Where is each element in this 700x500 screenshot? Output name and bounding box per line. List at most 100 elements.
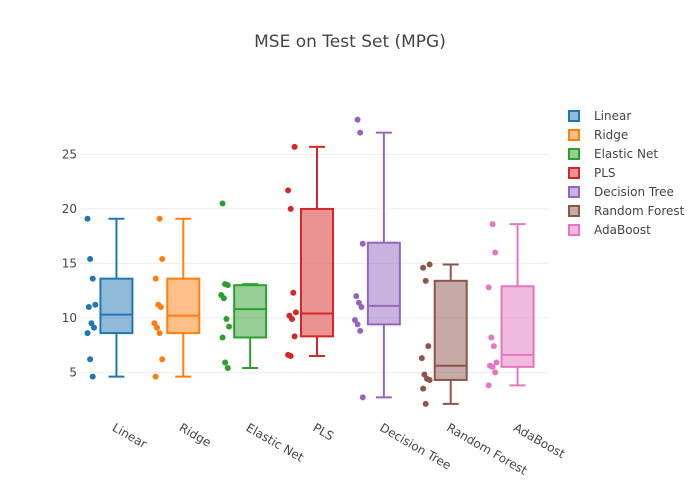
data-point — [290, 289, 297, 296]
data-point — [226, 323, 233, 330]
legend-item[interactable]: Linear — [568, 106, 684, 125]
legend-item[interactable]: AdaBoost — [568, 220, 684, 239]
box-3 — [300, 207, 334, 338]
data-point — [485, 382, 492, 389]
data-point — [159, 356, 166, 363]
data-point — [359, 240, 366, 247]
box-2 — [233, 284, 268, 339]
data-point — [156, 330, 163, 337]
data-point — [489, 363, 496, 370]
data-point — [489, 221, 496, 228]
data-point — [287, 205, 294, 212]
data-point — [92, 301, 99, 308]
y-tick-label: 20 — [62, 202, 77, 216]
legend-item[interactable]: Random Forest — [568, 201, 684, 220]
x-tick-label: Linear — [110, 420, 149, 451]
x-tick-label: PLS — [311, 420, 337, 443]
data-point — [354, 321, 361, 328]
data-point — [355, 299, 362, 306]
data-point — [289, 315, 295, 322]
data-point — [224, 364, 231, 371]
legend-item[interactable]: Elastic Net — [568, 144, 684, 163]
data-point — [358, 303, 365, 310]
data-point — [492, 369, 499, 376]
y-tick-label: 5 — [69, 365, 77, 379]
data-point — [292, 309, 299, 316]
data-point — [420, 385, 427, 392]
data-point — [351, 317, 358, 324]
data-point — [291, 333, 298, 340]
data-point — [420, 264, 427, 271]
data-point — [156, 215, 163, 222]
data-point — [159, 256, 166, 263]
data-point — [220, 295, 227, 302]
data-point — [422, 277, 429, 284]
data-point — [157, 303, 164, 310]
box-6 — [500, 285, 535, 368]
legend-item[interactable]: Ridge — [568, 125, 684, 144]
legend-label: Elastic Net — [594, 146, 659, 161]
box-0 — [99, 277, 134, 335]
data-point — [88, 320, 95, 327]
data-point — [85, 303, 92, 310]
data-point — [151, 320, 158, 327]
data-point — [425, 343, 432, 350]
legend-label: PLS — [594, 165, 616, 180]
legend-label: Decision Tree — [594, 184, 674, 199]
data-point — [354, 116, 361, 123]
box-4 — [366, 241, 401, 326]
data-point — [291, 143, 298, 150]
legend-label: Linear — [594, 108, 632, 123]
x-tick-label: Elastic Net — [244, 420, 307, 464]
legend-swatch — [568, 128, 580, 141]
data-point — [488, 334, 495, 341]
legend-label: Random Forest — [594, 203, 685, 218]
legend: Linear Ridge Elastic Net PLS Decision Tree Ra… — [568, 106, 684, 239]
data-point — [426, 376, 433, 383]
y-tick-label: 15 — [62, 256, 77, 270]
data-point — [87, 256, 94, 263]
data-point — [485, 284, 492, 291]
data-point — [152, 275, 159, 282]
data-point — [285, 187, 292, 194]
legend-swatch — [568, 185, 580, 198]
box-1 — [166, 277, 201, 335]
data-point — [89, 275, 96, 282]
data-point — [84, 330, 91, 337]
legend-item[interactable]: PLS — [568, 163, 684, 182]
legend-item[interactable]: Decision Tree — [568, 182, 684, 201]
data-point — [87, 356, 94, 363]
data-point — [490, 343, 497, 350]
data-point — [223, 315, 230, 322]
y-tick-label: 10 — [62, 311, 77, 325]
legend-label: Ridge — [594, 127, 629, 142]
data-point — [89, 373, 96, 380]
data-point — [153, 324, 160, 331]
box-5 — [433, 279, 468, 381]
x-tick-label: Ridge — [177, 420, 214, 449]
data-point — [353, 293, 360, 300]
data-point — [493, 359, 500, 366]
legend-swatch — [568, 204, 580, 217]
data-point — [84, 215, 91, 222]
data-point — [357, 327, 364, 334]
data-point — [418, 355, 425, 362]
data-point — [287, 352, 294, 359]
data-point — [359, 394, 366, 401]
x-tick-label: Decision Tree — [377, 420, 453, 472]
legend-label: AdaBoost — [594, 222, 651, 237]
data-point — [219, 200, 226, 207]
data-point — [222, 359, 229, 366]
legend-swatch — [568, 147, 580, 160]
data-point — [224, 282, 231, 289]
data-point — [422, 400, 429, 407]
legend-swatch — [568, 109, 580, 122]
data-point — [152, 373, 159, 380]
data-point — [426, 261, 433, 268]
legend-swatch — [568, 166, 580, 179]
data-point — [492, 249, 499, 256]
x-tick-label: AdaBoost — [511, 420, 567, 461]
data-point — [421, 371, 428, 378]
chart-title: MSE on Test Set (MPG) — [254, 32, 446, 52]
